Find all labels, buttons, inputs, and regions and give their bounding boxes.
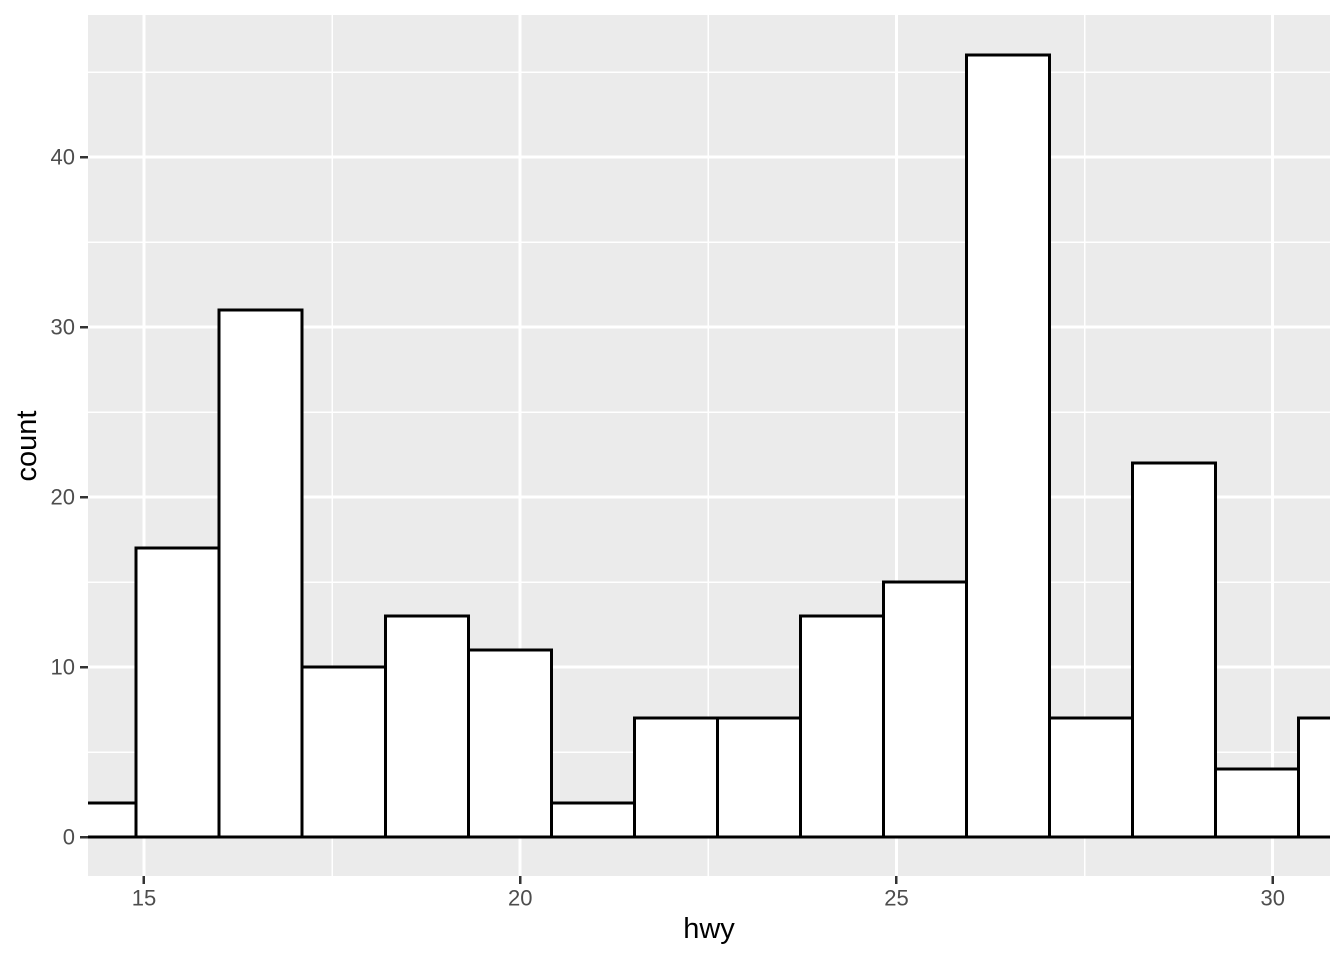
histogram-bar <box>1131 461 1218 839</box>
histogram-bar <box>798 614 886 839</box>
histogram-bar <box>632 716 719 839</box>
x-tick-label: 20 <box>508 886 532 911</box>
histogram-bar <box>383 614 470 839</box>
histogram-bar <box>1214 767 1301 839</box>
histogram-bar <box>300 665 387 839</box>
y-tick-label: 20 <box>51 485 75 510</box>
y-tick-label: 10 <box>51 655 75 680</box>
histogram-bar <box>1297 716 1330 839</box>
histogram-bar <box>715 716 802 839</box>
histogram-bar <box>466 648 553 839</box>
axes: 15 20 25 30 0 10 20 30 40 <box>51 145 1285 911</box>
histogram-bar <box>134 546 221 839</box>
histogram-bar <box>549 801 636 839</box>
y-tick-label: 40 <box>51 145 75 170</box>
x-tick-label: 15 <box>132 886 156 911</box>
histogram-bar <box>1048 716 1135 839</box>
y-tick-label: 0 <box>63 825 75 850</box>
y-axis-title: count <box>11 411 43 482</box>
y-tick-label: 30 <box>51 315 75 340</box>
x-tick-label: 25 <box>884 886 908 911</box>
x-axis-title: hwy <box>683 913 735 945</box>
histogram-bars <box>88 53 1330 839</box>
histogram-bar <box>217 308 304 839</box>
histogram-bar <box>965 53 1052 839</box>
histogram-bar <box>882 580 969 839</box>
x-tick-label: 30 <box>1260 886 1284 911</box>
